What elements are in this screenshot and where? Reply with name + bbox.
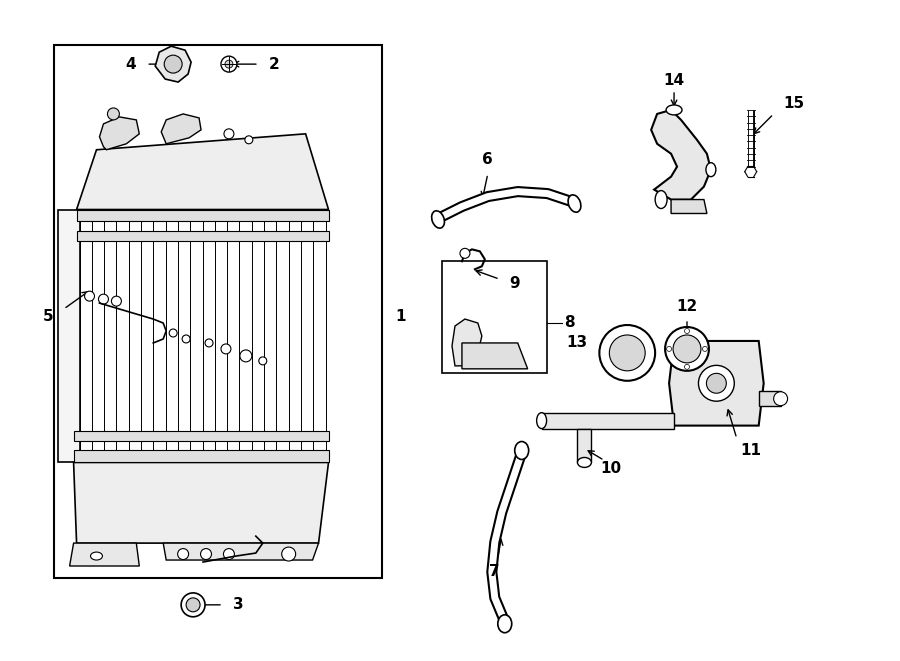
Text: 11: 11 bbox=[741, 443, 761, 458]
Circle shape bbox=[225, 60, 233, 68]
Circle shape bbox=[665, 327, 709, 371]
Polygon shape bbox=[652, 110, 711, 200]
Circle shape bbox=[599, 325, 655, 381]
Polygon shape bbox=[76, 210, 328, 221]
Text: 12: 12 bbox=[677, 299, 698, 313]
Circle shape bbox=[164, 55, 182, 73]
Circle shape bbox=[205, 339, 213, 347]
Text: 3: 3 bbox=[233, 598, 244, 612]
Text: 14: 14 bbox=[663, 73, 685, 87]
Circle shape bbox=[201, 549, 212, 559]
Text: 7: 7 bbox=[490, 564, 500, 580]
Ellipse shape bbox=[568, 195, 580, 212]
Polygon shape bbox=[76, 134, 328, 210]
Circle shape bbox=[182, 335, 190, 343]
Ellipse shape bbox=[666, 105, 682, 115]
Circle shape bbox=[706, 373, 726, 393]
Polygon shape bbox=[76, 231, 328, 241]
Polygon shape bbox=[759, 391, 780, 406]
Ellipse shape bbox=[536, 412, 546, 428]
Circle shape bbox=[609, 335, 645, 371]
Ellipse shape bbox=[91, 552, 103, 560]
Circle shape bbox=[186, 598, 200, 612]
Circle shape bbox=[673, 335, 701, 363]
Circle shape bbox=[85, 291, 94, 301]
Polygon shape bbox=[100, 117, 140, 150]
Circle shape bbox=[224, 129, 234, 139]
Polygon shape bbox=[542, 412, 674, 428]
Polygon shape bbox=[163, 543, 319, 560]
Circle shape bbox=[112, 296, 122, 306]
Text: 6: 6 bbox=[482, 152, 493, 167]
Text: 13: 13 bbox=[566, 335, 588, 350]
Text: 8: 8 bbox=[564, 315, 575, 330]
Circle shape bbox=[98, 294, 108, 304]
Ellipse shape bbox=[498, 615, 512, 633]
Polygon shape bbox=[74, 430, 328, 440]
Polygon shape bbox=[69, 543, 140, 566]
Polygon shape bbox=[161, 114, 201, 144]
Text: 10: 10 bbox=[601, 461, 622, 476]
Circle shape bbox=[240, 350, 252, 362]
Circle shape bbox=[107, 108, 120, 120]
Ellipse shape bbox=[706, 163, 716, 176]
Circle shape bbox=[774, 392, 788, 406]
Bar bbox=[442, 261, 546, 373]
Text: 15: 15 bbox=[784, 97, 805, 112]
Circle shape bbox=[685, 364, 689, 369]
Polygon shape bbox=[669, 341, 764, 426]
Polygon shape bbox=[578, 428, 591, 463]
Polygon shape bbox=[58, 210, 79, 463]
Circle shape bbox=[221, 344, 231, 354]
Circle shape bbox=[685, 329, 689, 334]
Circle shape bbox=[177, 549, 189, 559]
Circle shape bbox=[702, 346, 707, 352]
Text: 5: 5 bbox=[43, 309, 54, 324]
Ellipse shape bbox=[515, 442, 528, 459]
Bar bbox=[54, 45, 382, 578]
Ellipse shape bbox=[578, 457, 591, 467]
Text: 2: 2 bbox=[269, 57, 280, 71]
Circle shape bbox=[223, 549, 234, 559]
Polygon shape bbox=[452, 319, 482, 366]
Text: 9: 9 bbox=[509, 276, 520, 291]
Polygon shape bbox=[462, 343, 527, 369]
Polygon shape bbox=[74, 451, 328, 463]
Circle shape bbox=[245, 136, 253, 144]
Polygon shape bbox=[155, 46, 191, 82]
Circle shape bbox=[698, 366, 734, 401]
Ellipse shape bbox=[432, 211, 445, 228]
Circle shape bbox=[282, 547, 296, 561]
Circle shape bbox=[667, 346, 671, 352]
Polygon shape bbox=[671, 200, 706, 214]
Ellipse shape bbox=[655, 190, 667, 208]
Polygon shape bbox=[74, 463, 328, 543]
Text: 1: 1 bbox=[395, 309, 406, 324]
Circle shape bbox=[221, 56, 237, 72]
Circle shape bbox=[169, 329, 177, 337]
Circle shape bbox=[259, 357, 266, 365]
Circle shape bbox=[181, 593, 205, 617]
Circle shape bbox=[460, 249, 470, 258]
Text: 4: 4 bbox=[126, 57, 136, 71]
